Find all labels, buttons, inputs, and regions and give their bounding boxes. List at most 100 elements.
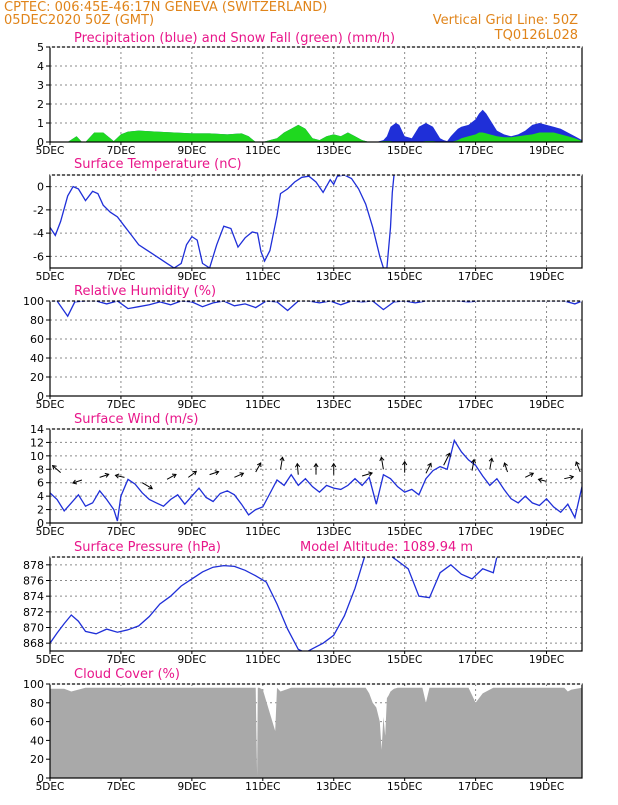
precip-xtick-label: 9DEC <box>177 145 206 157</box>
humidity-data <box>50 301 582 318</box>
wind-series-line <box>50 438 582 522</box>
wind-vector-head <box>294 462 301 468</box>
precip-xtick-label: 15DEC <box>387 145 422 157</box>
pressure-ytick-label: 876 <box>23 575 44 588</box>
precip-ytick-label: 3 <box>37 79 44 92</box>
humidity-frame <box>49 300 583 397</box>
wind-vector <box>52 465 61 474</box>
wind-xtick-label: 11DEC <box>245 526 280 538</box>
temperature-data <box>50 175 395 268</box>
temperature-xtick-label: 5DEC <box>36 271 65 283</box>
wind-vector-head <box>214 470 220 476</box>
wind-ytick-label: 6 <box>37 477 44 490</box>
precip-title: Precipitation (blue) and Snow Fall (gree… <box>74 31 395 46</box>
precip-series-area-2 <box>50 124 582 142</box>
wind-vector <box>99 473 109 478</box>
wind-frame <box>49 428 583 524</box>
wind-vector <box>209 471 219 476</box>
temperature-xtick-label: 13DEC <box>316 271 351 283</box>
wind-vector <box>141 482 153 490</box>
cloud-xtick-label: 19DEC <box>529 781 564 793</box>
humidity-ytick-label: 0 <box>37 390 44 403</box>
cloud-ytick-label: 40 <box>30 734 44 747</box>
cloud-ytick-label: 20 <box>30 753 44 766</box>
temperature-ytick-label: -2 <box>33 204 44 217</box>
pressure-frame <box>49 556 583 652</box>
wind-ytick-label: 14 <box>30 423 44 436</box>
wind-vector <box>443 453 451 466</box>
cloud-data <box>50 687 582 778</box>
wind-xtick-label: 7DEC <box>107 526 136 538</box>
cloud-ytick-label: 100 <box>23 678 44 691</box>
humidity-ytick-label: 100 <box>23 295 44 308</box>
wind-ytick-label: 8 <box>37 463 44 476</box>
wind-vector-head <box>239 472 245 477</box>
wind-vector-head <box>488 457 494 463</box>
wind-vector <box>280 457 284 470</box>
header-location: CPTEC: 006:45E-46:17N GENEVA (SWITZERLAN… <box>4 0 327 15</box>
wind-ytick-label: 4 <box>37 490 44 503</box>
wind-vector-head <box>148 484 153 490</box>
pressure-data <box>50 557 498 651</box>
humidity-series-line <box>50 301 582 318</box>
humidity-xtick-label: 13DEC <box>316 399 351 411</box>
wind-vector-head <box>368 471 373 477</box>
precip-xtick-label: 19DEC <box>529 145 564 157</box>
wind-vector-head <box>446 452 451 458</box>
wind-vector-head <box>279 456 285 462</box>
precip-ytick-label: 5 <box>37 41 44 54</box>
pressure-ytick-label: 872 <box>23 606 44 619</box>
wind-vector <box>525 472 534 478</box>
temperature-xtick-label: 17DEC <box>458 271 493 283</box>
humidity-xtick-label: 7DEC <box>107 399 136 411</box>
temperature-series-line <box>50 175 395 268</box>
pressure-model-altitude: Model Altitude: 1089.94 m <box>300 540 473 555</box>
cloud-xtick-label: 11DEC <box>245 781 280 793</box>
wind-xtick-label: 13DEC <box>316 526 351 538</box>
pressure-xtick-label: 13DEC <box>316 654 351 666</box>
wind-vector-head <box>470 458 477 464</box>
wind-vector <box>425 463 432 474</box>
precip-xtick-label: 13DEC <box>316 145 351 157</box>
wind-vector <box>296 463 299 475</box>
precip-xtick-label: 17DEC <box>458 145 493 157</box>
pressure-xtick-label: 15DEC <box>387 654 422 666</box>
humidity-xtick-label: 9DEC <box>177 399 206 411</box>
wind-vector-head <box>379 456 385 462</box>
wind-ytick-label: 0 <box>37 517 44 530</box>
header-date: 05DEC2020 50Z (GMT) <box>4 13 154 28</box>
pressure-ytick-label: 874 <box>23 590 44 603</box>
wind-vector <box>72 479 83 484</box>
humidity-title: Relative Humidity (%) <box>74 284 216 299</box>
precip-xtick-label: 5DEC <box>36 145 65 157</box>
header-grid-line: Vertical Grid Line: 50Z <box>433 13 578 28</box>
wind-ytick-label: 10 <box>30 450 44 463</box>
precip-ytick-label: 0 <box>37 136 44 149</box>
wind-vector <box>380 457 384 470</box>
pressure-xtick-label: 7DEC <box>107 654 136 666</box>
header-model: TQ0126L028 <box>494 28 578 43</box>
cloud-xtick-label: 17DEC <box>458 781 493 793</box>
temperature-frame <box>49 174 583 269</box>
precip-data <box>50 109 582 142</box>
wind-vector-head <box>529 472 535 478</box>
humidity-ytick-label: 80 <box>30 314 44 327</box>
wind-xtick-label: 19DEC <box>529 526 564 538</box>
wind-vector-head <box>51 464 57 470</box>
precip-xtick-label: 11DEC <box>245 145 280 157</box>
wind-ytick-label: 2 <box>37 504 44 517</box>
temperature-title: Surface Temperature (nC) <box>74 157 242 172</box>
wind-vector <box>361 472 373 477</box>
pressure-xtick-label: 5DEC <box>36 654 65 666</box>
wind-vector-head <box>192 470 198 476</box>
humidity-ytick-label: 60 <box>30 333 44 346</box>
wind-vector <box>115 474 125 478</box>
wind-vector-head <box>537 477 543 483</box>
temperature-ytick-label: -4 <box>33 227 44 240</box>
cloud-ytick-label: 0 <box>37 772 44 785</box>
wind-title: Surface Wind (m/s) <box>74 412 198 427</box>
wind-xtick-label: 15DEC <box>387 526 422 538</box>
pressure-xtick-label: 19DEC <box>529 654 564 666</box>
temperature-xtick-label: 15DEC <box>387 271 422 283</box>
wind-vector <box>564 476 574 480</box>
